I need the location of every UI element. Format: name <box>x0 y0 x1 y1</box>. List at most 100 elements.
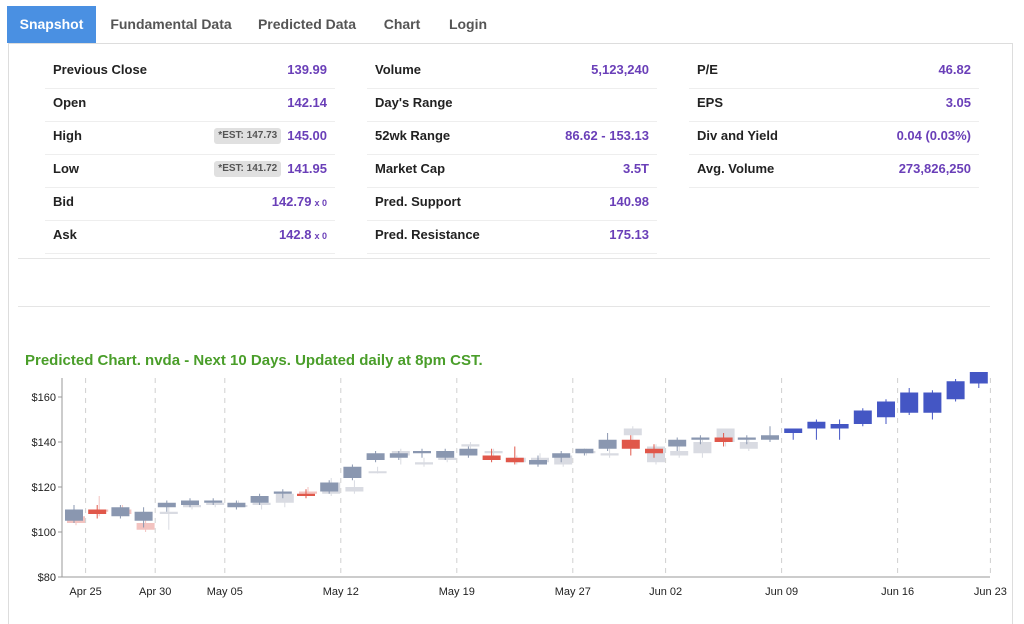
history-candle <box>366 453 385 460</box>
stat-row-low: Low *EST: 141.72 141.95 <box>45 154 335 188</box>
history-candle <box>505 457 524 463</box>
shadow-candle <box>345 487 364 492</box>
stat-size: x 0 <box>314 231 327 241</box>
stat-value: 142.79 <box>271 194 312 209</box>
shadow-candle <box>299 491 317 494</box>
predicted-candle <box>784 428 803 433</box>
shadow-candle <box>368 471 387 474</box>
shadow-candle <box>415 462 433 465</box>
x-tick-label: Apr 30 <box>139 586 171 598</box>
history-candle <box>761 435 779 440</box>
stat-label: P/E <box>697 62 718 77</box>
stat-row-bid: Bid 142.79 x 0 <box>45 187 335 221</box>
history-candle <box>413 451 431 454</box>
history-candle <box>181 500 199 505</box>
history-candle <box>714 437 733 442</box>
history-candle <box>227 502 246 508</box>
candlestick-chart: $80 $100 $120 $140 $160 Apr 25 Apr 30 May 05 May… <box>32 372 1007 598</box>
stat-row-pe: P/E 46.82 <box>689 55 979 89</box>
shadow-candle <box>693 442 712 454</box>
stat-value: 139.99 <box>287 62 327 77</box>
stat-value: 273,826,250 <box>898 161 971 176</box>
stat-value: 3.05 <box>945 95 971 110</box>
tab-chart[interactable]: Chart <box>383 16 421 32</box>
stat-label: Market Cap <box>375 161 446 176</box>
stat-label: Ask <box>53 227 77 242</box>
history-candle <box>436 451 455 458</box>
stat-value-wrap: *EST: 147.73 145.00 <box>214 121 327 151</box>
history-candle <box>691 437 710 440</box>
predicted-candle <box>853 410 872 424</box>
stat-row-ask: Ask 142.8 x 0 <box>45 220 335 254</box>
stat-label: Pred. Support <box>375 194 461 209</box>
x-tick-label: Jun 02 <box>649 586 682 598</box>
predicted-candle <box>807 421 826 429</box>
tab-login[interactable]: Login <box>448 16 488 32</box>
stat-label: 52wk Range <box>375 128 451 143</box>
predicted-candle <box>830 424 849 429</box>
stat-value: 141.95 <box>287 161 327 176</box>
history-candle <box>621 439 640 449</box>
stat-label: Bid <box>53 194 74 209</box>
history-candle <box>134 511 153 521</box>
stat-row-div-yield: Div and Yield 0.04 (0.03%) <box>689 121 979 155</box>
stat-row-avg-volume: Avg. Volume 273,826,250 <box>689 154 979 188</box>
shadow-candle <box>159 511 178 514</box>
history-candle <box>320 482 339 492</box>
x-tick-label: May 12 <box>323 586 359 598</box>
shadow-candle <box>183 505 201 508</box>
shadow-candle <box>670 451 689 456</box>
shadow-candle <box>554 455 573 465</box>
stat-row-high: High *EST: 147.73 145.00 <box>45 121 335 155</box>
shadow-candle <box>623 428 642 436</box>
snapshot-panel <box>8 43 1013 624</box>
stat-value: 140.98 <box>609 194 649 209</box>
shadow-candle <box>252 502 271 505</box>
tab-fundamental-data[interactable]: Fundamental Data <box>110 16 232 32</box>
history-candle <box>645 448 663 454</box>
stat-row-market-cap: Market Cap 3.5T <box>367 154 657 188</box>
predicted-candle <box>969 372 988 384</box>
stat-value: 0.04 (0.03%) <box>896 128 971 143</box>
chart-title: Predicted Chart. nvda - Next 10 Days. Up… <box>25 352 483 369</box>
predicted-candle <box>946 381 965 400</box>
stat-label: Avg. Volume <box>697 161 775 176</box>
history-candle <box>482 455 501 460</box>
history-candle <box>157 502 176 508</box>
stat-value: 145.00 <box>287 128 327 143</box>
history-candle <box>668 439 687 447</box>
x-tick-label: May 05 <box>207 586 243 598</box>
divider <box>18 258 990 259</box>
history-candle <box>273 491 292 494</box>
history-candle <box>529 460 547 465</box>
stat-row-52wk-range: 52wk Range 86.62 - 153.13 <box>367 121 657 155</box>
x-tick-label: Jun 16 <box>881 586 914 598</box>
stat-label: Volume <box>375 62 421 77</box>
stat-value: 3.5T <box>622 161 649 176</box>
x-tick-label: May 19 <box>439 586 475 598</box>
estimate-badge: *EST: 141.72 <box>214 160 282 177</box>
history-candle <box>250 496 269 503</box>
stat-value-wrap: *EST: 141.72 141.95 <box>214 154 327 184</box>
stat-value-wrap: 142.8 x 0 <box>279 220 327 251</box>
history-candle <box>65 509 83 521</box>
stat-row-open: Open 142.14 <box>45 88 335 122</box>
history-candle <box>389 453 408 458</box>
stat-size: x 0 <box>314 198 327 208</box>
history-candle <box>111 507 130 517</box>
stat-label: Low <box>53 161 79 176</box>
stat-row-previous-close: Previous Close 139.99 <box>45 55 335 89</box>
tab-predicted-data[interactable]: Predicted Data <box>257 16 357 32</box>
x-tick-label: Jun 09 <box>765 586 798 598</box>
shadow-candle <box>484 451 503 454</box>
history-candle <box>552 453 571 458</box>
stat-value: 5,123,240 <box>591 62 649 77</box>
tab-bar: Snapshot Fundamental Data Predicted Data… <box>0 0 1024 44</box>
shadow-candle <box>136 523 155 530</box>
tab-snapshot[interactable]: Snapshot <box>7 6 96 43</box>
stat-label: Pred. Resistance <box>375 227 480 242</box>
x-tick-label: Apr 25 <box>69 586 101 598</box>
history-candle <box>459 448 478 456</box>
y-tick-label: $80 <box>38 572 56 584</box>
predicted-candle <box>877 401 895 418</box>
